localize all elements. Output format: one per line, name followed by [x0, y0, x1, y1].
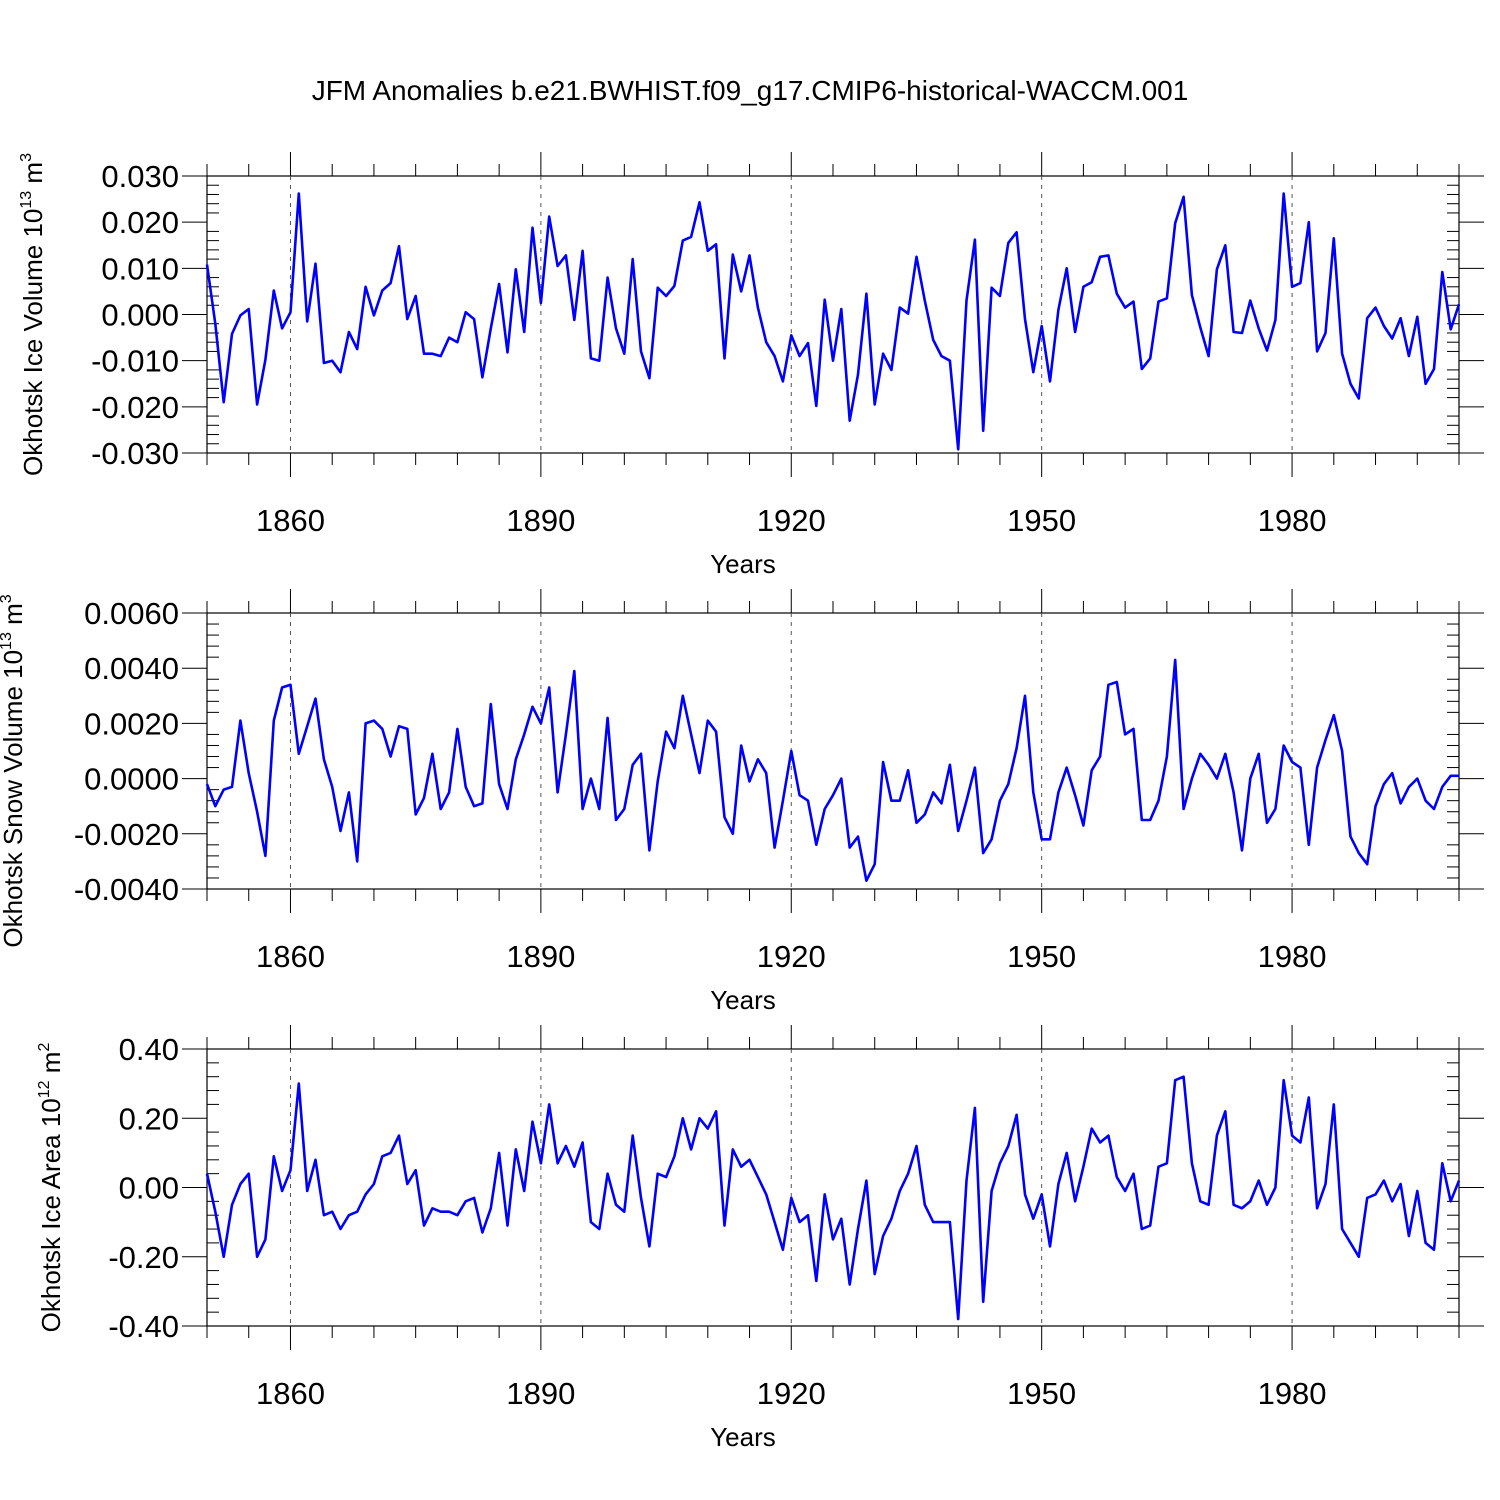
panel2-x-tick-label: 1890	[506, 939, 575, 974]
panel3-y-tick-label: 0.00	[119, 1171, 179, 1206]
panel2-x-tick-label: 1980	[1258, 939, 1327, 974]
panel2-x-tick-label: 1950	[1007, 939, 1076, 974]
panel3-y-tick-label: -0.40	[108, 1309, 179, 1344]
panel3-plot-frame	[206, 1048, 1460, 1327]
panel1-x-tick-label: 1920	[757, 503, 826, 538]
panel1-x-tick-label: 1860	[256, 503, 325, 538]
panel2-y-tick-label: -0.0020	[74, 817, 179, 852]
panel2-y-tick-label: 0.0000	[84, 762, 179, 797]
panel2-y-label-unit-exponent: 3	[0, 594, 15, 603]
panel2-plot-frame	[206, 612, 1460, 890]
panel2-y-tick-label: 0.0060	[84, 596, 179, 631]
panel2-y-label-unit: m	[0, 603, 28, 632]
panel1-y-tick-label: 0.010	[101, 251, 179, 286]
panel3-y-label-exponent: 12	[36, 1080, 53, 1098]
panel3-y-tick-label: -0.20	[108, 1240, 179, 1275]
panel3-y-label-unit-exponent: 2	[36, 1043, 53, 1052]
panel1-y-label-exponent: 13	[18, 191, 35, 209]
panel1-y-tick-label: -0.030	[91, 436, 179, 471]
panel2-series-line	[205, 658, 1459, 883]
panel1-y-tick-label: 0.020	[101, 205, 179, 240]
panel2-y-label-main: Okhotsk Snow Volume 10	[0, 650, 28, 948]
panel2-y-axis-label: Okhotsk Snow Volume 1013 m3	[0, 594, 28, 947]
panel1-x-tick-label: 1980	[1258, 503, 1327, 538]
panel1-y-tick-label: 0.030	[101, 159, 179, 194]
panel1-series-line	[205, 192, 1461, 451]
panel1-y-label-main: Okhotsk Ice Volume 10	[18, 209, 48, 476]
panel1-y-axis-label: Okhotsk Ice Volume 1013 m3	[18, 153, 48, 476]
panel1-y-tick-label: -0.020	[91, 390, 179, 425]
panel3-y-label-main: Okhotsk Ice Area 10	[36, 1098, 66, 1332]
panel2-y-tick-label: 0.0020	[84, 706, 179, 741]
figure-title: JFM Anomalies b.e21.BWHIST.f09_g17.CMIP6…	[312, 75, 1189, 106]
panel2-x-tick-label: 1920	[757, 939, 826, 974]
panel3-y-axis-label: Okhotsk Ice Area 1012 m2	[36, 1043, 66, 1333]
panel2-y-label-exponent: 13	[0, 632, 15, 650]
panel3-x-axis-label: Years	[710, 1422, 776, 1452]
panel2-y-tick-label: 0.0040	[84, 651, 179, 686]
panel3-x-tick-label: 1890	[506, 1376, 575, 1411]
panel2-y-tick-label: -0.0040	[74, 872, 179, 907]
panel1-plot-frame	[206, 175, 1460, 454]
panel3-y-label-unit: m	[36, 1052, 66, 1081]
panel1-y-tick-label: -0.010	[91, 344, 179, 379]
panel2-x-tick-label: 1860	[256, 939, 325, 974]
panel3-x-tick-label: 1920	[757, 1376, 826, 1411]
panel1-x-tick-label: 1890	[506, 503, 575, 538]
panel3-y-tick-label: 0.20	[119, 1101, 179, 1136]
panel3-series-line	[205, 1075, 1461, 1321]
panel3-y-tick-label: 0.40	[119, 1032, 179, 1067]
panel2-x-axis-label: Years	[710, 985, 776, 1015]
panel1-y-tick-label: 0.000	[101, 298, 179, 333]
panel1-x-tick-label: 1950	[1007, 503, 1076, 538]
panel1-x-axis-label: Years	[710, 549, 776, 579]
panel3-x-tick-label: 1950	[1007, 1376, 1076, 1411]
panel3-x-tick-label: 1860	[256, 1376, 325, 1411]
panel1-y-label-unit-exponent: 3	[18, 153, 35, 162]
panel3-x-tick-label: 1980	[1258, 1376, 1327, 1411]
panel1-y-label-unit: m	[18, 162, 48, 191]
